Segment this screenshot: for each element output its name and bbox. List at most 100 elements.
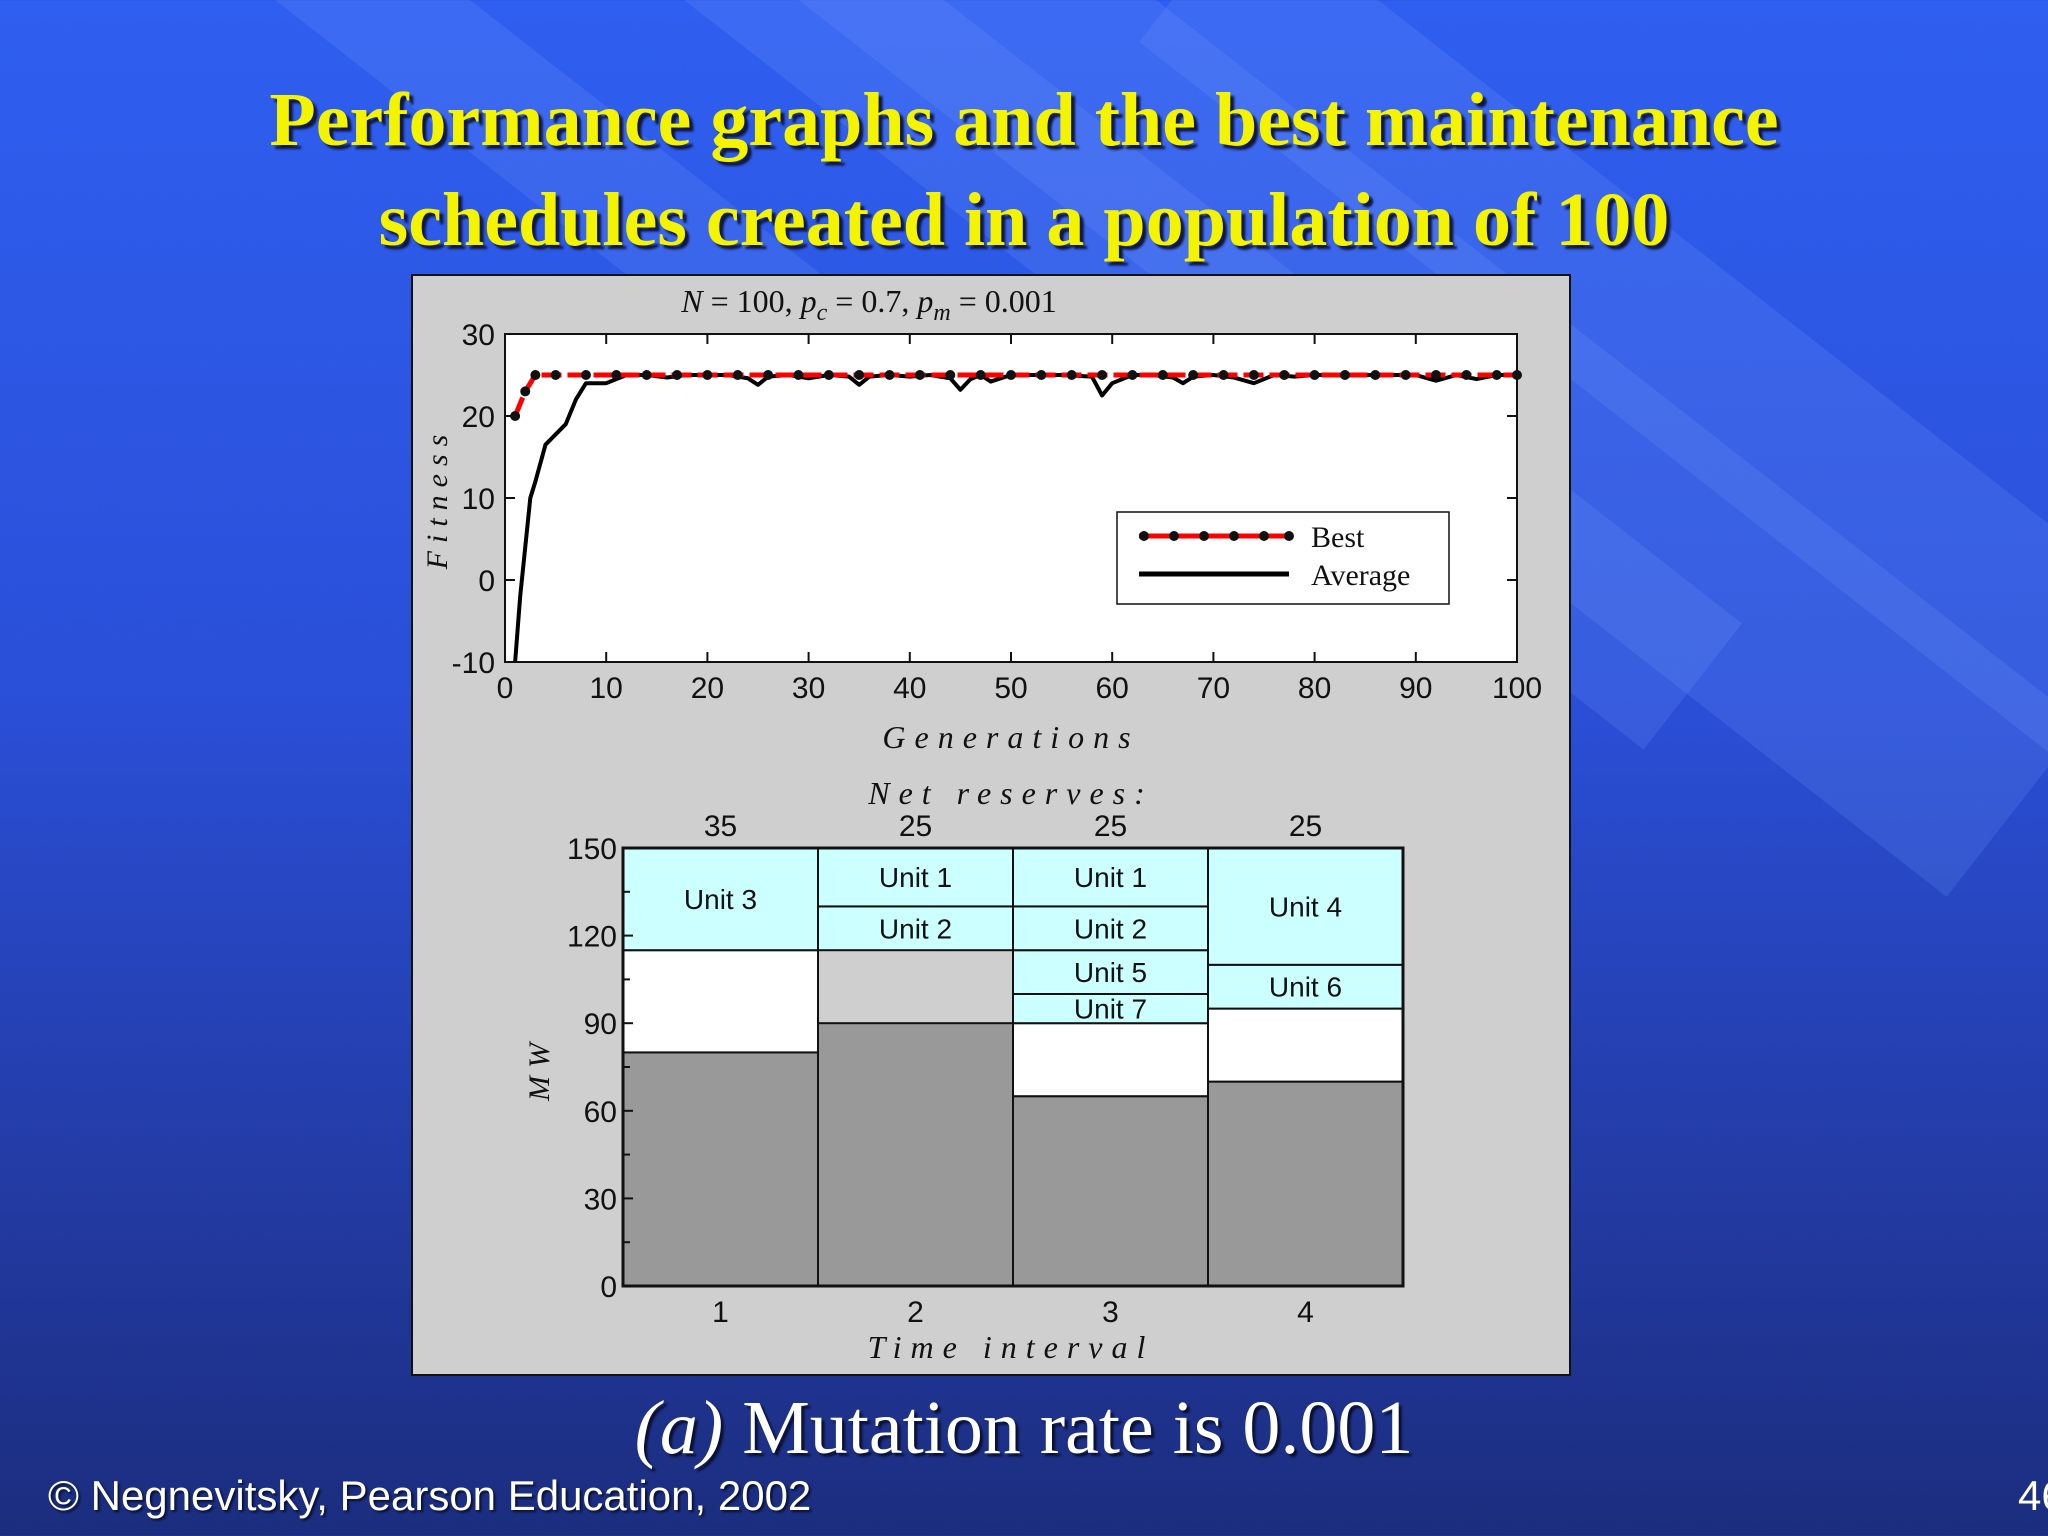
title-pm-value: = 0.001 xyxy=(951,283,1057,319)
net-reserve-value: 25 xyxy=(1289,810,1322,843)
x-tick-label: 100 xyxy=(1492,672,1542,705)
best-series-point xyxy=(550,370,561,380)
legend-best-label: Best xyxy=(1311,521,1365,554)
title-pc-value: = 0.7, xyxy=(827,283,917,319)
net-reserve-value: 35 xyxy=(704,810,737,843)
best-series-point xyxy=(1218,370,1229,380)
best-series-point xyxy=(510,411,521,421)
y-tick-label: 30 xyxy=(584,1183,617,1216)
unit-label: Unit 5 xyxy=(1074,957,1147,988)
net-reserve-value: 25 xyxy=(1094,810,1127,843)
unit-label: Unit 7 xyxy=(1074,994,1147,1025)
legend-box xyxy=(1116,511,1450,605)
best-series-point xyxy=(793,370,804,380)
maintenance-segment xyxy=(1012,949,1209,996)
figure-panel: N = 100, pc = 0.7, pm = 0.001 0 10 20 30 40 5… xyxy=(411,274,1571,1376)
best-series-point xyxy=(1512,370,1522,380)
unit-label: Unit 6 xyxy=(1269,972,1342,1003)
x-tick-label: 80 xyxy=(1298,672,1331,705)
legend-best-marker xyxy=(1169,531,1179,541)
y-tick-label: 60 xyxy=(584,1096,617,1129)
fitness-xlabel: Generations xyxy=(882,719,1139,755)
legend-best-marker xyxy=(1199,531,1209,541)
schedule-axes: 0 30 60 90 120 150 xyxy=(567,833,1405,1304)
maintenance-segment xyxy=(1012,993,1209,1025)
best-series-line xyxy=(512,372,1517,417)
maintenance-segment xyxy=(817,847,1014,908)
x-tick-label: 2 xyxy=(907,1296,924,1329)
unit-label: Unit 3 xyxy=(684,884,757,915)
net-reserve-value: 25 xyxy=(899,810,932,843)
title-pc-sub: c xyxy=(817,300,828,326)
y-tick-label: -10 xyxy=(452,647,495,680)
reserve-bar xyxy=(622,949,819,1054)
y-tick-label: 150 xyxy=(567,833,617,866)
y-tick-label: 10 xyxy=(462,483,495,516)
best-series-point xyxy=(975,370,986,380)
best-series-point xyxy=(1400,370,1411,380)
x-tick-label: 40 xyxy=(893,672,926,705)
title-pc: p xyxy=(799,283,817,319)
page-number: 46 xyxy=(2018,1472,2048,1519)
best-series-point xyxy=(1036,370,1047,380)
x-tick-label: 30 xyxy=(792,672,825,705)
title-n-value: = 100, xyxy=(703,283,801,319)
best-series-point xyxy=(1066,370,1077,380)
x-tick-label: 50 xyxy=(994,672,1027,705)
schedule-xlabel: Time interval xyxy=(868,1329,1155,1365)
x-tick-label: 70 xyxy=(1197,672,1230,705)
x-tick-label: 60 xyxy=(1096,672,1129,705)
schedule-ylabel: MW xyxy=(523,1035,556,1102)
best-series-point xyxy=(1127,370,1138,380)
load-bar xyxy=(1207,1080,1404,1287)
schedule-bars: Unit 3 35 1 Unit 2 Unit 1 25 2 Unit 7 Unit 5 Unit… xyxy=(622,810,1404,1329)
best-series-point xyxy=(1248,370,1259,380)
maintenance-segment xyxy=(1207,847,1404,966)
fitness-chart: N = 100, pc = 0.7, pm = 0.001 0 10 20 30 40 5… xyxy=(421,283,1542,755)
x-tick-label: 20 xyxy=(691,672,724,705)
best-series-point xyxy=(1339,370,1350,380)
y-tick-label: 0 xyxy=(600,1271,617,1304)
figure-svg: N = 100, pc = 0.7, pm = 0.001 0 10 20 30 40 5… xyxy=(421,283,1542,1365)
best-series-point xyxy=(763,370,774,380)
x-tick-label: 90 xyxy=(1399,672,1432,705)
fitness-chart-title: N = 100, pc = 0.7, pm = 0.001 xyxy=(680,283,1056,326)
best-series-point xyxy=(672,370,683,380)
title-pm-sub: m xyxy=(933,300,950,326)
best-series-point xyxy=(1006,370,1016,380)
y-tick-label: 120 xyxy=(567,921,617,954)
best-series-point xyxy=(530,370,541,380)
best-series-point xyxy=(1370,370,1381,380)
fitness-ylabel: Fitness xyxy=(421,427,454,571)
best-series-point xyxy=(884,370,895,380)
y-tick-label: 30 xyxy=(462,319,495,352)
unit-label: Unit 2 xyxy=(1074,913,1147,944)
best-series-point xyxy=(945,370,956,380)
best-series-point xyxy=(702,370,713,380)
slide-title: Performance graphs and the best maintena… xyxy=(0,70,2048,270)
net-reserves-label: Net reserves: xyxy=(867,775,1154,811)
load-bar xyxy=(817,1022,1014,1287)
best-series-point xyxy=(1279,370,1290,380)
x-tick-label: 4 xyxy=(1297,1296,1314,1329)
legend-average-label: Average xyxy=(1311,559,1410,592)
best-series-point xyxy=(641,370,652,380)
caption-label: (a) xyxy=(634,1386,724,1470)
fitness-series xyxy=(510,370,1522,663)
title-pm: p xyxy=(915,283,933,319)
legend-best-marker xyxy=(1284,531,1294,541)
legend: Best Average xyxy=(1116,511,1450,605)
legend-best-marker xyxy=(1229,531,1239,541)
slide-title-line-2: schedules created in a population of 100 xyxy=(378,178,1670,262)
title-n: N xyxy=(680,283,704,319)
load-bar xyxy=(1012,1095,1209,1288)
best-series-point xyxy=(1461,370,1472,380)
best-series-point xyxy=(1309,370,1320,380)
y-tick-label: 20 xyxy=(462,401,495,434)
best-series-point xyxy=(1188,370,1199,380)
unit-label: Unit 1 xyxy=(1074,862,1147,893)
best-series-point xyxy=(854,370,865,380)
unit-label: Unit 1 xyxy=(879,862,952,893)
